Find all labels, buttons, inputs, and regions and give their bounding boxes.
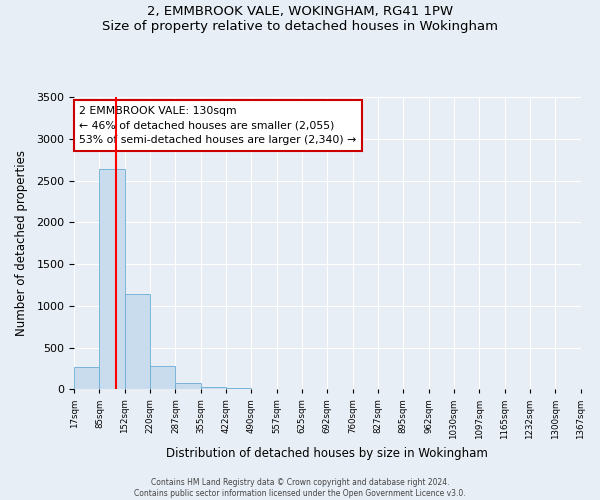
Bar — [226, 388, 251, 390]
Bar — [175, 383, 201, 390]
Bar — [100, 169, 125, 390]
Text: 2, EMMBROOK VALE, WOKINGHAM, RG41 1PW
Size of property relative to detached hous: 2, EMMBROOK VALE, WOKINGHAM, RG41 1PW Si… — [102, 5, 498, 33]
Text: 2 EMMBROOK VALE: 130sqm
← 46% of detached houses are smaller (2,055)
53% of semi: 2 EMMBROOK VALE: 130sqm ← 46% of detache… — [79, 106, 356, 146]
Y-axis label: Number of detached properties: Number of detached properties — [15, 150, 28, 336]
Bar — [201, 387, 226, 390]
Bar — [150, 366, 175, 390]
Bar — [125, 294, 150, 390]
Text: Contains HM Land Registry data © Crown copyright and database right 2024.
Contai: Contains HM Land Registry data © Crown c… — [134, 478, 466, 498]
X-axis label: Distribution of detached houses by size in Wokingham: Distribution of detached houses by size … — [166, 447, 488, 460]
Bar — [74, 366, 100, 390]
